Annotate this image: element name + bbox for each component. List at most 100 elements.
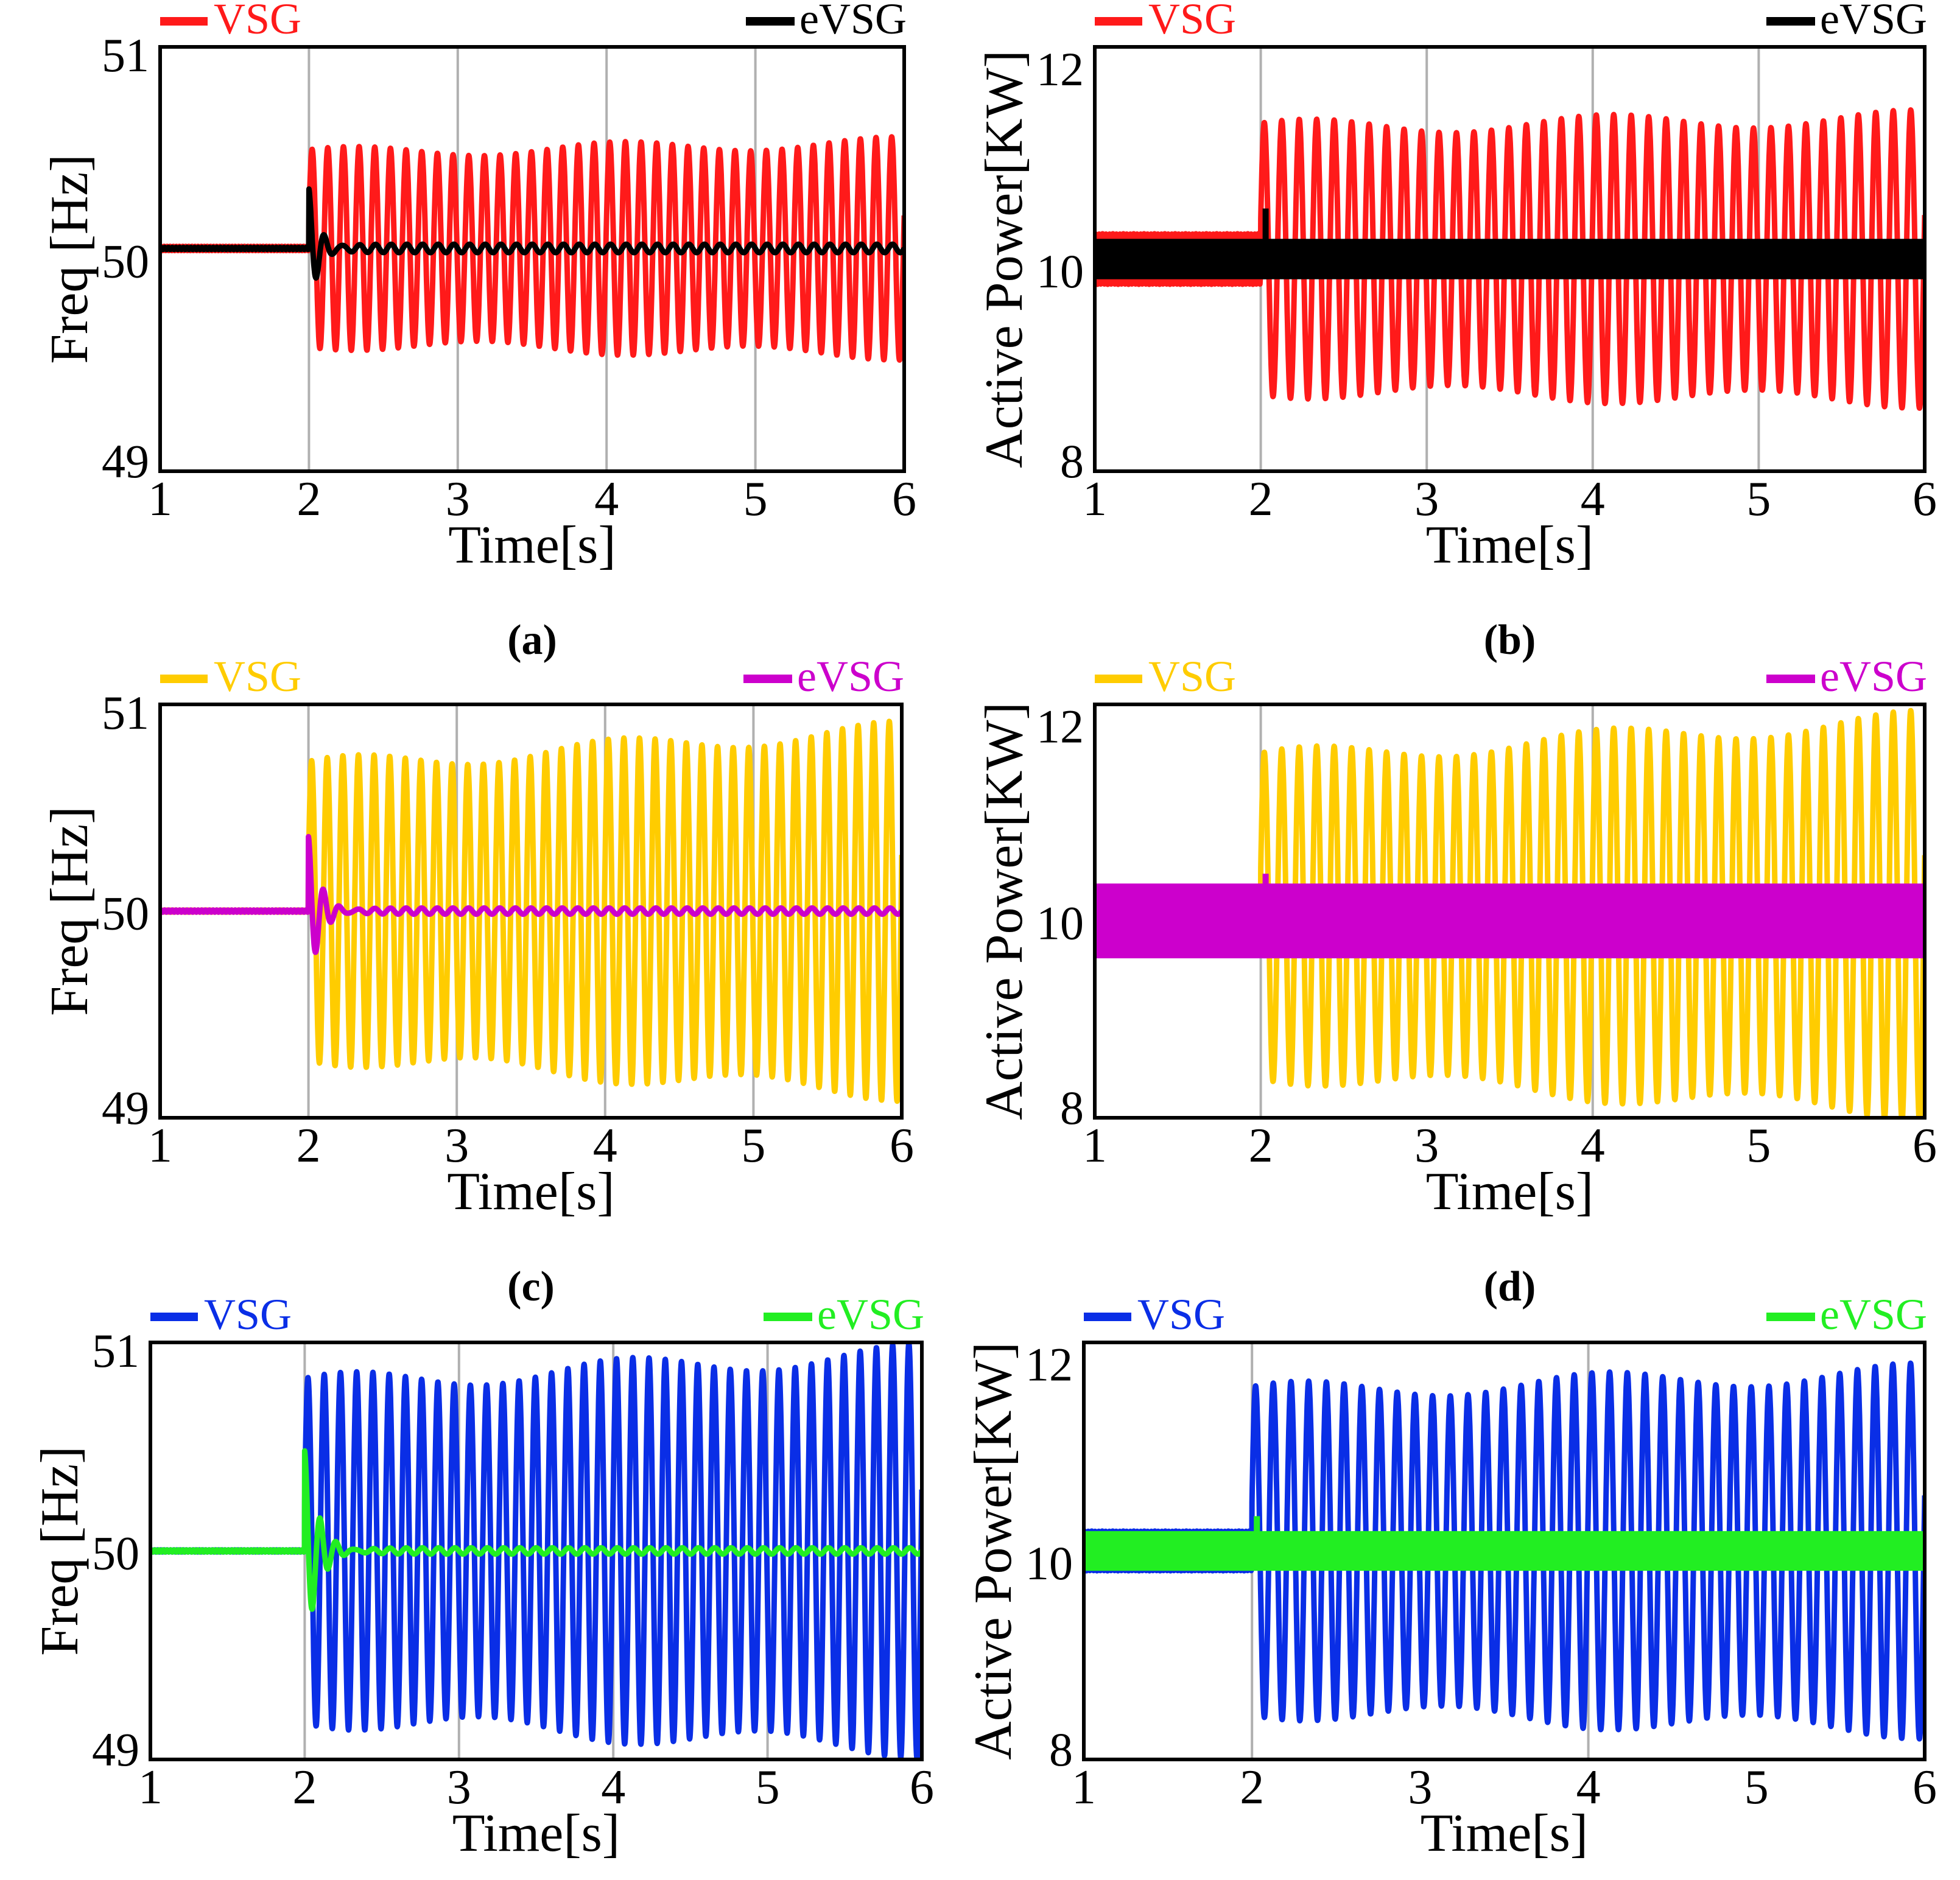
x-tick-label: 3	[444, 1119, 469, 1173]
y-tick-label: 10	[1036, 245, 1084, 298]
x-tick-label: 4	[1581, 472, 1605, 526]
x-tick-label: 1	[148, 472, 172, 526]
chart-panel-c: 1 2 3 4 5 6 49 50 51 Time[s] Freq [Hz] VSG eVSG (c)	[40, 652, 914, 1310]
y-axis-label: Active Power[KW]	[975, 702, 1034, 1120]
y-tick-label: 12	[1025, 1338, 1073, 1391]
x-axis-label: Time[s]	[1421, 1804, 1588, 1863]
y-tick-label: 50	[102, 887, 149, 940]
y-tick-label: 12	[1036, 43, 1084, 96]
y-tick-label: 8	[1060, 435, 1084, 488]
x-tick-label: 6	[1913, 472, 1937, 526]
x-axis-label: Time[s]	[1426, 1162, 1593, 1221]
y-axis-label: Freq [Hz]	[40, 154, 99, 364]
x-tick-label: 4	[593, 1119, 617, 1173]
legend-label-evsg: eVSG	[1820, 1290, 1927, 1339]
x-tick-label: 5	[741, 1119, 765, 1173]
series-group	[1084, 1360, 1925, 1742]
y-tick-label: 49	[102, 435, 149, 488]
x-tick-label: 2	[1249, 472, 1273, 526]
series-group	[1095, 707, 1925, 1118]
series-group	[150, 1342, 922, 1759]
series-band-evsg	[1084, 1531, 1925, 1571]
x-tick-label: 3	[446, 472, 470, 526]
series-band-evsg	[1095, 883, 1925, 959]
x-tick-label: 2	[297, 472, 321, 526]
x-tick-label: 6	[1913, 1119, 1937, 1173]
x-tick-label: 2	[1249, 1119, 1273, 1173]
y-axis-label: Active Power[KW]	[964, 1342, 1023, 1760]
legend-label-evsg: eVSG	[799, 0, 907, 43]
legend-label-vsg: VSG	[214, 652, 301, 701]
series-band-evsg	[1095, 239, 1925, 279]
y-tick-label: 50	[102, 235, 149, 288]
y-tick-label: 49	[102, 1081, 149, 1134]
x-tick-label: 1	[1072, 1761, 1096, 1814]
y-tick-label: 50	[92, 1527, 139, 1580]
y-tick-label: 8	[1049, 1723, 1073, 1776]
y-tick-label: 49	[92, 1723, 139, 1776]
legend-label-vsg: VSG	[1137, 1290, 1225, 1339]
x-tick-label: 6	[892, 472, 916, 526]
x-tick-label: 4	[1581, 1119, 1605, 1173]
legend-label-evsg: eVSG	[1820, 652, 1927, 701]
x-tick-label: 4	[1576, 1761, 1601, 1814]
x-tick-label: 2	[297, 1119, 321, 1173]
x-tick-label: 2	[1240, 1761, 1264, 1814]
legend-label-evsg: eVSG	[1820, 0, 1927, 43]
y-tick-label: 10	[1036, 897, 1084, 950]
y-tick-label: 51	[92, 1324, 139, 1377]
x-tick-label: 1	[138, 1761, 163, 1814]
x-tick-label: 3	[1408, 1761, 1432, 1814]
legend-label-vsg: VSG	[1148, 0, 1236, 43]
x-tick-label: 5	[1746, 472, 1771, 526]
plot-frame	[1082, 1341, 1927, 1761]
chart-panel-a: 1 2 3 4 5 6 49 50 51 Time[s] Freq [Hz] VSG eVSG (a)	[40, 0, 916, 664]
y-tick-label: 12	[1036, 700, 1084, 752]
x-axis-label: Time[s]	[452, 1804, 620, 1863]
x-tick-label: 3	[1414, 1119, 1439, 1173]
x-tick-label: 1	[1083, 1119, 1107, 1173]
x-tick-label: 5	[756, 1761, 780, 1814]
panel-label: (b)	[1484, 617, 1536, 664]
plot-frame	[158, 45, 906, 473]
x-tick-label: 6	[1913, 1761, 1937, 1814]
plot-frame	[1093, 703, 1927, 1120]
y-tick-label: 8	[1060, 1081, 1084, 1134]
series-line-evsg	[160, 186, 904, 281]
series-group	[160, 718, 902, 1104]
x-tick-label: 2	[292, 1761, 317, 1814]
y-axis-label: Active Power[KW]	[975, 50, 1034, 468]
x-tick-label: 4	[594, 472, 619, 526]
legend-label-evsg: eVSG	[817, 1290, 924, 1339]
x-tick-label: 6	[890, 1119, 914, 1173]
series-line-evsg	[160, 833, 902, 955]
series-group	[160, 134, 904, 363]
x-tick-label: 6	[910, 1761, 934, 1814]
panel-label: (d)	[1484, 1263, 1536, 1310]
legend-label-vsg: VSG	[204, 1290, 292, 1339]
y-axis-label: Freq [Hz]	[30, 1446, 90, 1656]
legend-label-vsg: VSG	[214, 0, 301, 43]
x-tick-label: 4	[601, 1761, 625, 1814]
x-tick-label: 5	[743, 472, 768, 526]
plot-frame	[158, 703, 904, 1120]
panel-label: (c)	[507, 1263, 555, 1310]
x-tick-label: 1	[1083, 472, 1107, 526]
y-tick-label: 51	[102, 686, 149, 739]
x-axis-label: Time[s]	[1426, 516, 1593, 575]
x-tick-label: 3	[447, 1761, 471, 1814]
x-tick-label: 3	[1414, 472, 1439, 526]
y-tick-label: 10	[1025, 1537, 1073, 1590]
plot-frame	[1093, 45, 1927, 473]
legend-label-vsg: VSG	[1148, 652, 1236, 701]
y-tick-label: 51	[102, 29, 149, 82]
panel-label: (a)	[507, 617, 557, 664]
x-axis-label: Time[s]	[448, 516, 616, 575]
series-group	[1095, 107, 1925, 411]
plot-frame	[149, 1341, 924, 1761]
